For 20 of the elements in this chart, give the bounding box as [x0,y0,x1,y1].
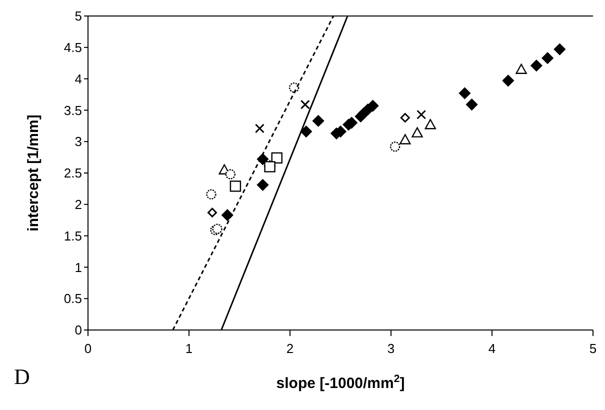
x-axis-title: slope [-1000/mm$^{2}$] [276,373,405,392]
y-tick-label: 4 [74,71,82,86]
text: D [14,364,30,389]
y-tick-label: 2.5 [64,166,82,181]
x-tick-label: 2 [286,341,294,356]
y-tick-label: 1 [74,260,82,275]
y-tick-label: 4.5 [64,40,82,56]
x-tick-label: 4 [488,341,496,356]
y-tick-label: 3 [74,134,82,150]
y-tick-label: 2 [74,197,82,212]
y-tick-label: 0 [74,322,82,338]
y-tick-label: 0.5 [64,291,82,306]
y-tick-label: 5 [74,8,82,24]
y-axis-title: intercept [1/mm] [24,114,42,232]
x-tick-label: 1 [185,341,193,356]
x-tick-label: 3 [387,341,395,356]
y-tick-label: 3.5 [64,102,82,118]
x-tick-label: 0 [84,341,92,356]
y-tick-label: 1.5 [64,228,82,244]
x-tick-label: 5 [589,341,597,356]
